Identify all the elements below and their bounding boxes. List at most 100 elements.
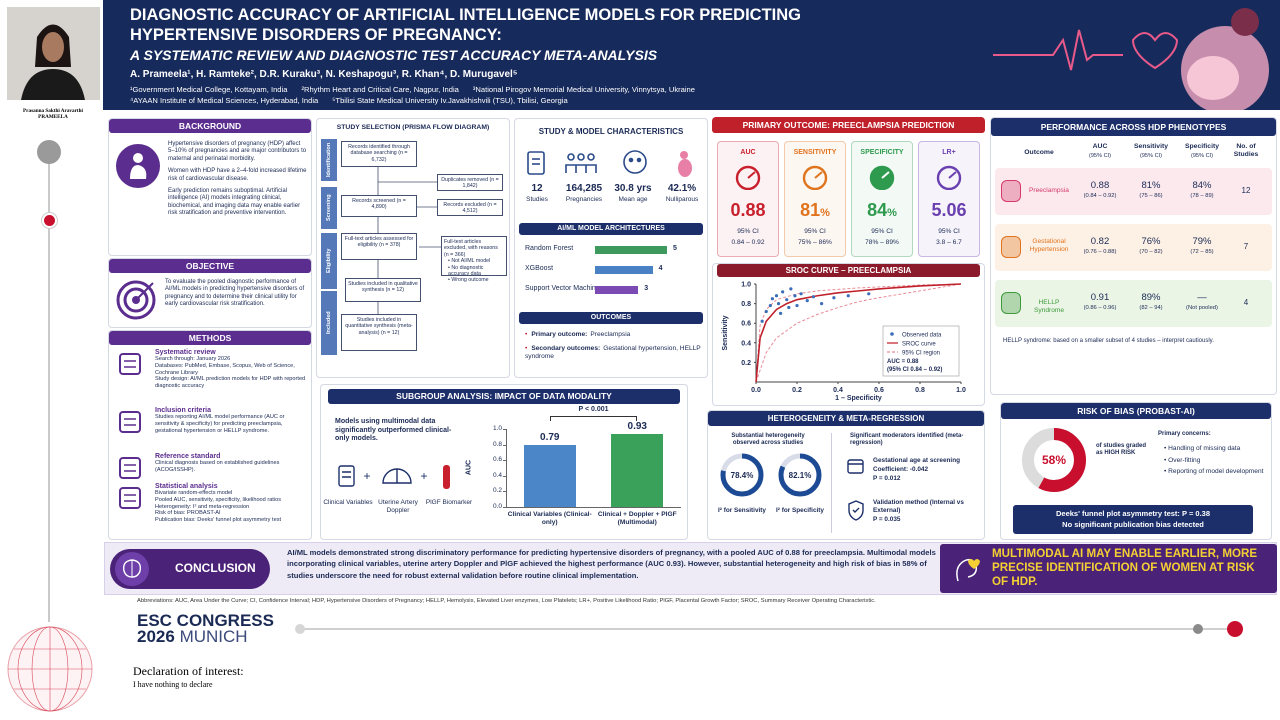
affiliation: ⁴AYAAN Institute of Medical Sciences, Hy… — [130, 96, 319, 105]
year: 2026 — [137, 627, 175, 646]
rect — [527, 151, 545, 175]
g — [847, 459, 864, 521]
heading: SUBGROUP ANALYSIS: IMPACT OF DATA MODALI… — [328, 389, 680, 404]
y-tick-label: 0.2 — [492, 487, 502, 495]
rect — [443, 465, 450, 489]
bar — [523, 445, 576, 507]
arch-value: 3 — [644, 285, 649, 292]
column-header: No. of Studies — [1233, 143, 1259, 158]
outcome: • Primary outcome: Preeclampsia — [525, 331, 701, 339]
stat-value: 42.1% — [667, 183, 697, 194]
concerns-title: Primary concerns: — [1158, 431, 1211, 437]
side-box: Duplicates removed (n = 1,842) — [437, 174, 503, 191]
circle — [123, 287, 149, 313]
title-1: DIAGNOSTIC ACCURACY OF ARTIFICIAL INTELL… — [130, 6, 802, 24]
legend-label: SROC curve — [902, 341, 936, 347]
x-tick-label: Clinical Variables (Clinical-only) — [507, 511, 592, 526]
row-bg — [995, 168, 1272, 215]
point — [776, 302, 781, 306]
reason: • Wrong outcome — [448, 277, 489, 284]
bracket — [549, 416, 638, 422]
x-tick-label: 0.4 — [833, 387, 843, 394]
city: MUNICH — [179, 627, 248, 646]
callout — [940, 544, 1277, 593]
row-bg — [995, 224, 1272, 271]
heading: HETEROGENEITY & META-REGRESSION — [708, 411, 984, 426]
x-label: 1 – Specificity — [835, 395, 882, 402]
circle — [936, 165, 962, 190]
column-header: Outcome — [1024, 149, 1054, 156]
x-axis — [506, 507, 681, 508]
reason: • Not AI/ML model — [448, 258, 491, 265]
value: 84 — [867, 200, 888, 220]
div: ⁴AYAAN Institute of Medical Sciences, Hy… — [130, 96, 582, 105]
concern: • Handling of missing data — [1164, 445, 1241, 452]
donut-label: 78.4% — [731, 471, 754, 480]
plus: + — [420, 469, 427, 483]
bullet: Early prediction remains suboptimal. Art… — [168, 188, 301, 217]
photo — [7, 7, 100, 100]
authors: A. Prameela¹, H. Ramteke², D.R. Kuraku³,… — [130, 69, 518, 80]
path — [852, 507, 860, 513]
circle — [587, 153, 595, 161]
right-title: Significant moderators identified (meta-… — [850, 433, 964, 447]
method-line: Search through: January 2026 — [155, 356, 231, 362]
point — [811, 295, 815, 299]
arch-value: 5 — [673, 245, 677, 252]
metric-name: SPECIFICITY — [860, 149, 904, 156]
point — [774, 294, 779, 298]
method-line: Clinical diagnosis based on established … — [155, 460, 280, 473]
value-label: 0.79 — [540, 432, 560, 444]
affiliation: ⁵Tbilisi State Medical University Iv.Jav… — [332, 96, 568, 105]
rect — [119, 353, 141, 375]
donut-label: 82.1% — [789, 471, 812, 480]
g — [527, 150, 647, 175]
x-tick-label: 0.2 — [792, 387, 802, 394]
input-label: Uterine Artery Doppler — [378, 499, 418, 514]
stage: Identification — [321, 139, 337, 181]
row-icon — [1001, 292, 1021, 314]
metric-card: SPECIFICITY 84% 95% CI 78% – 89% — [851, 141, 913, 257]
unit: % — [887, 207, 897, 219]
circle — [735, 165, 761, 190]
ci-label: 95% CI — [737, 228, 759, 235]
cell-ci: (78 – 89) — [1190, 193, 1214, 199]
footer-year: 2026 MUNICH — [137, 627, 248, 647]
background-panel: BACKGROUND Hypertensive disorders of pre… — [108, 118, 312, 256]
objective-panel: OBJECTIVE To evaluate the pooled diagnos… — [108, 258, 312, 328]
donuts: 78.4% 82.1% — [720, 453, 822, 497]
method-section: Statistical analysis Bivariate random-eff… — [155, 483, 307, 524]
y-tick-label: 0.8 — [741, 301, 751, 308]
legend-label: Observed data — [902, 332, 942, 338]
y-tick-label: 0.0 — [492, 503, 502, 510]
ci-label: 95% CI — [871, 228, 893, 235]
metric-value: 81% — [785, 200, 845, 221]
prisma-panel: STUDY SELECTION (PRISMA FLOW DIAGRAM) Id… — [316, 118, 510, 378]
rect — [119, 487, 141, 509]
dot — [1193, 624, 1203, 634]
stat-value: 164,285 — [565, 183, 603, 194]
footer-line — [300, 628, 1235, 630]
bullet-dot: • — [525, 331, 528, 338]
g — [338, 465, 412, 487]
rect — [119, 411, 141, 433]
method-title: Reference standard — [155, 453, 221, 460]
circle — [628, 157, 634, 163]
method-line: Publication bias: Deeks' funnel plot asy… — [155, 517, 282, 524]
congress: ESC CONGRESS — [137, 611, 274, 630]
cell-value: 0.82 — [1090, 236, 1110, 247]
point — [793, 294, 797, 298]
circle — [567, 153, 575, 161]
value: 81 — [800, 200, 821, 220]
y-label: AUC — [465, 459, 473, 476]
row-icon — [1001, 180, 1021, 202]
metric-card: AUC 0.88 95% CI 0.84 – 0.92 — [717, 141, 779, 257]
point — [768, 303, 772, 308]
arch-name: Random Forest — [525, 245, 574, 252]
y-tick-label: 0.6 — [492, 456, 502, 464]
deeks-box — [1013, 505, 1253, 534]
cell-studies: 4 — [1243, 298, 1249, 307]
flow-box: Records screened (n = 4,890) — [341, 195, 417, 217]
ci-label: 95% CI — [804, 228, 826, 235]
point — [789, 287, 793, 291]
